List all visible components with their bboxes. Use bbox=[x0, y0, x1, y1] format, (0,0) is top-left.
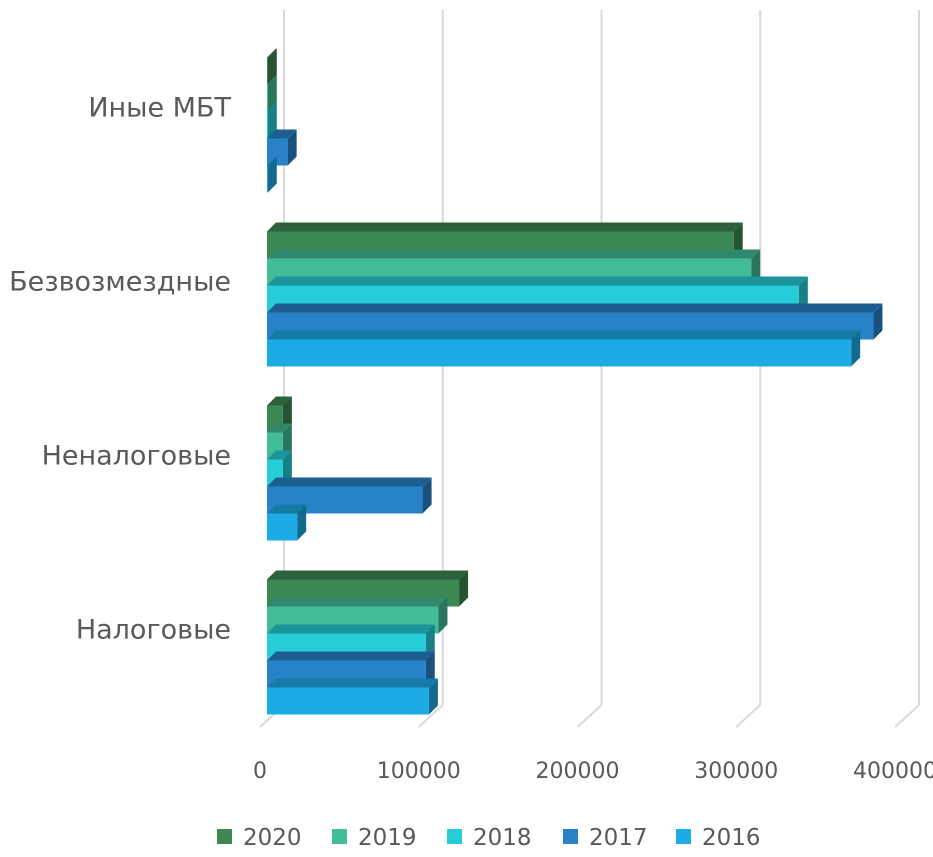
category-label: Иные МБТ bbox=[88, 93, 231, 124]
floor-gridline bbox=[418, 704, 444, 728]
category-label: Налоговые bbox=[76, 615, 231, 646]
legend-item: 2020 bbox=[217, 825, 302, 851]
legend-item: 2017 bbox=[563, 825, 648, 851]
legend-item: 2018 bbox=[447, 825, 532, 851]
bar bbox=[267, 330, 861, 367]
legend-swatch bbox=[332, 829, 347, 844]
legend-label: 2019 bbox=[358, 825, 417, 851]
bar bbox=[267, 678, 438, 715]
bar bbox=[267, 75, 277, 112]
legend-item: 2016 bbox=[676, 825, 761, 851]
category-label: Неналоговые bbox=[42, 441, 231, 472]
bar bbox=[267, 102, 277, 139]
legend-label: 2017 bbox=[589, 825, 648, 851]
category-labels: Налоговые Неналоговые Безвозмездные Иные МБ… bbox=[9, 93, 231, 646]
x-tick-label: 400000 bbox=[853, 759, 933, 784]
floor-gridline bbox=[894, 704, 920, 728]
legend-swatch bbox=[676, 829, 691, 844]
x-tick-label: 100000 bbox=[377, 759, 461, 784]
bars bbox=[267, 48, 883, 715]
bar bbox=[267, 129, 297, 166]
legend-label: 2018 bbox=[473, 825, 532, 851]
floor-gridline bbox=[735, 704, 761, 728]
bar bbox=[267, 504, 307, 541]
legend-item: 2019 bbox=[332, 825, 417, 851]
legend-label: 2020 bbox=[243, 825, 302, 851]
legend-label: 2016 bbox=[702, 825, 761, 851]
x-tick-label: 300000 bbox=[694, 759, 778, 784]
legend: 2020 2019 2018 2017 2016 bbox=[217, 825, 761, 851]
floor-gridline bbox=[576, 704, 603, 728]
legend-swatch bbox=[217, 829, 232, 844]
x-axis-ticks: 0 100000 200000 300000 400000 bbox=[253, 759, 933, 784]
category-label: Безвозмездные bbox=[9, 267, 231, 298]
legend-swatch bbox=[447, 829, 462, 844]
legend-swatch bbox=[563, 829, 578, 844]
bar bbox=[267, 48, 277, 85]
bar bbox=[267, 156, 277, 193]
x-tick-label: 200000 bbox=[536, 759, 620, 784]
x-tick-label: 0 bbox=[253, 759, 267, 784]
